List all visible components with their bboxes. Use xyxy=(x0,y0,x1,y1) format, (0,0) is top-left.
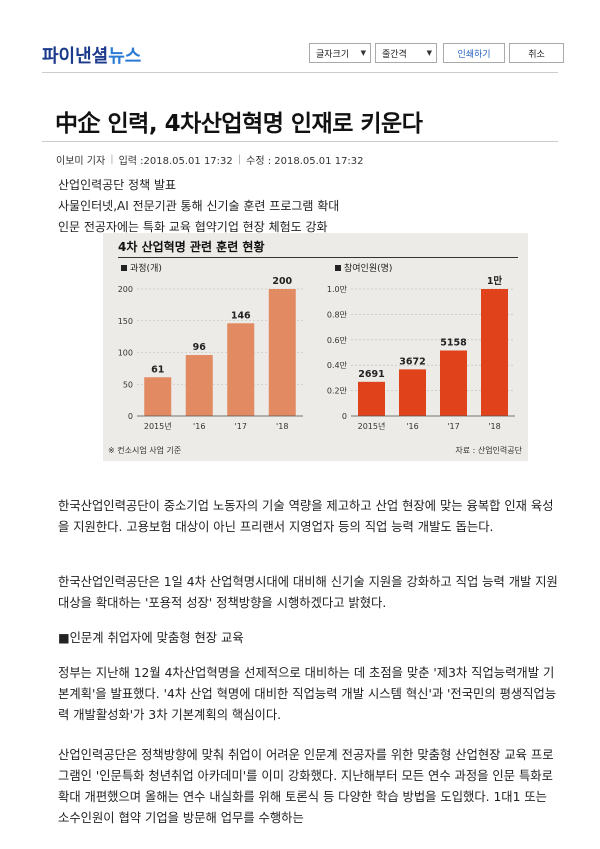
x-tick-label: '17 xyxy=(447,422,459,431)
chevron-down-icon: ▼ xyxy=(360,49,366,57)
y-tick-label: 0 xyxy=(342,412,347,421)
figure-note: ※ 컨소시엄 사업 기준 xyxy=(108,446,182,455)
legend-swatch xyxy=(121,265,127,271)
y-tick-label: 150 xyxy=(118,317,133,326)
data-label: 200 xyxy=(272,276,292,287)
divider xyxy=(118,257,518,258)
paragraph: 산업인력공단은 정책방향에 맞춰 취업이 어려운 인문계 전공자를 위한 맞춤형… xyxy=(58,748,554,825)
y-tick-label: 0 xyxy=(128,412,133,421)
site-logo: 파이낸셜뉴스 xyxy=(42,46,142,67)
infographic: 4차 산업혁명 관련 훈련 현황 과정(개) 0 50 100 150 200 61 2015… xyxy=(103,233,528,461)
input-time: 입력 :2018.05.01 17:32 xyxy=(118,156,233,167)
figure-title: 4차 산업혁명 관련 훈련 현황 xyxy=(118,240,265,254)
y-tick-label: 100 xyxy=(118,349,133,358)
section-heading: ■인문계 취업자에 맞춤형 현장 교육 xyxy=(58,631,244,645)
subhead: 사물인터넷,AI 전문기관 통해 신기술 훈련 프로그램 확대 xyxy=(58,199,340,213)
subhead: 인문 전공자에는 특화 교육 협약기업 현장 체험도 강화 xyxy=(58,220,328,234)
bar xyxy=(358,381,385,416)
bar xyxy=(440,350,467,416)
print-controls: 글자크기 ▼ 줄간격 ▼ 인쇄하기 취소 xyxy=(309,43,564,63)
subhead: 산업인력공단 정책 발표 xyxy=(58,178,177,192)
y-tick-label: 200 xyxy=(118,285,133,294)
x-tick-label: '16 xyxy=(406,422,418,431)
bar xyxy=(399,369,426,416)
bar xyxy=(268,289,296,416)
print-header: 파이낸셜뉴스 글자크기 ▼ 줄간격 ▼ 인쇄하기 취소 xyxy=(0,0,600,75)
x-tick-label: 2015년 xyxy=(144,421,172,431)
paragraph: 정부는 지난해 12월 4차산업혁명을 선제적으로 대비하는 데 초점을 맞춘 … xyxy=(58,666,557,722)
article-title: 中企 인력, 4차산업혁명 인재로 키운다 xyxy=(55,111,423,137)
paragraph: 한국산업인력공단은 1일 4차 산업혁명시대에 대비해 신기술 지원을 강화하고… xyxy=(58,575,558,610)
y-tick-label: 0.4만 xyxy=(327,361,348,370)
data-label: 61 xyxy=(151,364,164,375)
y-tick-label: 0.2만 xyxy=(327,387,348,396)
font-size-select[interactable]: 글자크기 ▼ xyxy=(309,43,371,63)
cancel-button[interactable]: 취소 xyxy=(509,43,564,63)
x-tick-label: '18 xyxy=(488,422,500,431)
participants-bar-chart: 참여인원(명) 0 0.2만 0.4만 0.6만 0.8만 1.0만 2691 2015년 367… xyxy=(327,262,515,431)
bar xyxy=(227,323,255,416)
bar xyxy=(481,289,508,416)
bar xyxy=(144,377,172,416)
article-subheads: 산업인력공단 정책 발표 사물인터넷,AI 전문기관 통해 신기술 훈련 프로그… xyxy=(58,175,339,238)
data-label: 2691 xyxy=(358,369,384,380)
x-tick-label: 2015년 xyxy=(358,421,386,431)
x-tick-label: '17 xyxy=(235,422,247,431)
data-label: 1만 xyxy=(487,275,503,287)
y-tick-label: 1.0만 xyxy=(327,285,348,294)
legend-swatch xyxy=(335,265,341,271)
bar xyxy=(185,355,213,416)
line-spacing-select[interactable]: 줄간격 ▼ xyxy=(375,43,437,63)
reporter-name: 이보미 기자 xyxy=(56,156,106,167)
data-label: 5158 xyxy=(440,337,467,348)
legend-label: 참여인원(명) xyxy=(344,262,392,274)
byline: 이보미 기자 | 입력 :2018.05.01 17:32 | 수정 : 201… xyxy=(56,154,364,167)
y-tick-label: 0.8만 xyxy=(327,310,348,319)
paragraph: 한국산업인력공단이 중소기업 노동자의 기술 역량을 제고하고 산업 현장에 맞… xyxy=(58,499,554,534)
divider xyxy=(42,72,558,73)
x-tick-label: '18 xyxy=(276,422,288,431)
divider xyxy=(42,141,558,142)
data-label: 146 xyxy=(231,310,251,321)
chevron-down-icon: ▼ xyxy=(426,49,432,57)
modified-time: 수정 : 2018.05.01 17:32 xyxy=(246,156,364,167)
x-tick-label: '16 xyxy=(193,422,205,431)
legend-label: 과정(개) xyxy=(130,263,162,274)
y-tick-label: 0.6만 xyxy=(327,336,348,345)
data-label: 3672 xyxy=(399,356,425,367)
courses-bar-chart: 과정(개) 0 50 100 150 200 61 2015년 96 '16 146 '17 200 '1… xyxy=(118,263,303,431)
print-button[interactable]: 인쇄하기 xyxy=(443,43,505,63)
y-tick-label: 50 xyxy=(123,380,133,389)
figure-source: 자료 : 산업인력공단 xyxy=(455,446,522,455)
data-label: 96 xyxy=(193,342,207,353)
